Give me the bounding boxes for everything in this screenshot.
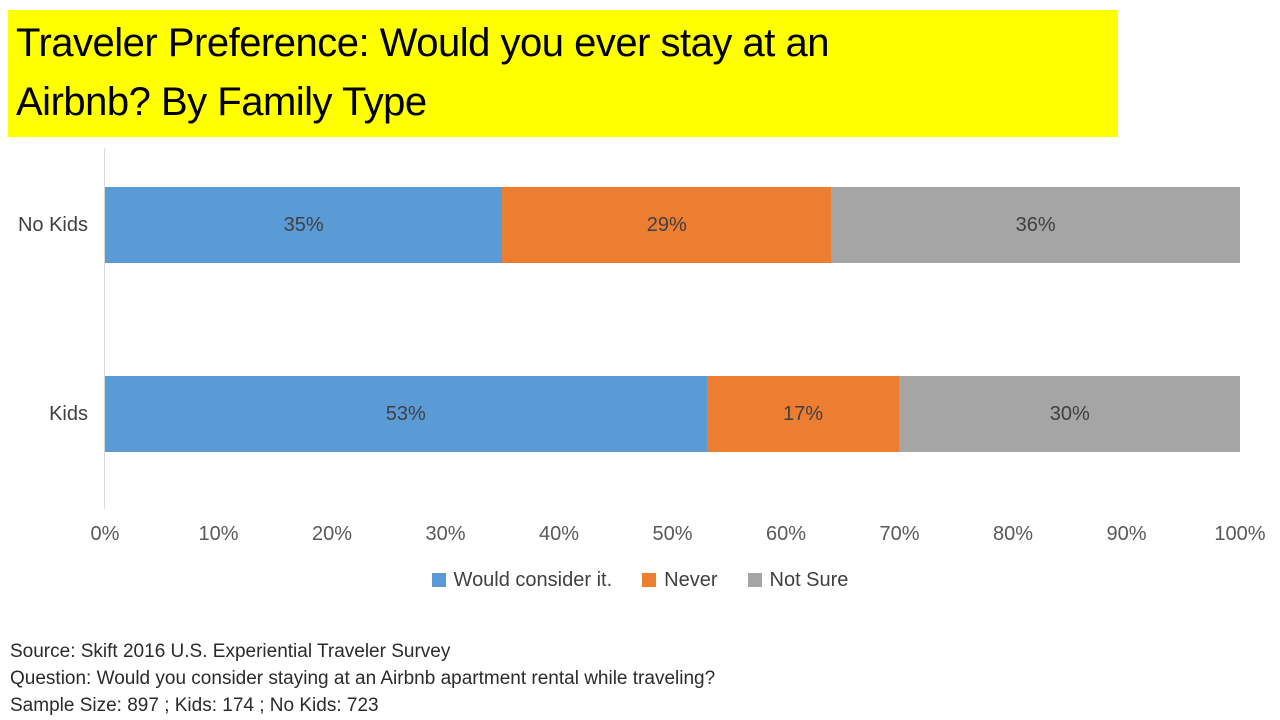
data-label: 17% [783,402,824,425]
bar-segment: 29% [502,187,832,263]
footer-notes: Source: Skift 2016 U.S. Experiential Tra… [10,638,715,719]
source-line: Source: Skift 2016 U.S. Experiential Tra… [10,641,451,662]
bar-row: 35% 29% 36% [105,187,1240,263]
data-label: 35% [283,213,324,236]
x-tick-label: 90% [1106,523,1147,545]
legend-label: Never [664,568,718,591]
sample-size-line: Sample Size: 897 ; Kids: 174 ; No Kids: … [10,695,379,716]
data-label: 36% [1015,213,1056,236]
bar-segment: 35% [105,187,503,263]
data-label: 29% [646,213,687,236]
bar-segment: 53% [105,376,707,452]
question-line: Question: Would you consider staying at … [10,668,716,689]
bar-segment: 36% [831,187,1240,263]
bar-segment: 17% [706,376,900,452]
x-tick-label: 50% [652,523,693,545]
chart-title: Traveler Preference: Would you ever stay… [8,10,1118,137]
data-label: 53% [385,402,426,425]
legend-label: Not Sure [769,568,849,591]
x-tick-label: 30% [425,523,466,545]
category-label: No Kids [17,214,88,236]
x-tick-label: 60% [765,523,807,545]
legend-swatch [747,573,762,587]
y-axis-line [104,148,105,509]
legend-swatch [642,573,657,587]
legend: Would consider it. Never Not Sure [0,566,1280,594]
x-tick-label: 20% [311,523,353,545]
legend-swatch [431,573,446,587]
x-tick-label: 0% [90,523,120,545]
legend-item: Never [642,568,718,592]
x-tick-label: 80% [992,523,1034,545]
bar-segment: 30% [899,376,1240,452]
legend-item: Would consider it. [431,568,613,592]
x-tick-label: 40% [538,523,580,545]
x-tick-label: 10% [198,523,239,545]
legend-item: Not Sure [747,568,849,592]
x-tick-label: 70% [879,523,920,545]
legend-label: Would consider it. [453,568,613,591]
data-label: 30% [1049,402,1090,425]
x-tick-label: 100% [1214,523,1266,545]
bar-row: 53% 17% 30% [105,376,1240,452]
category-label: Kids [49,403,88,425]
